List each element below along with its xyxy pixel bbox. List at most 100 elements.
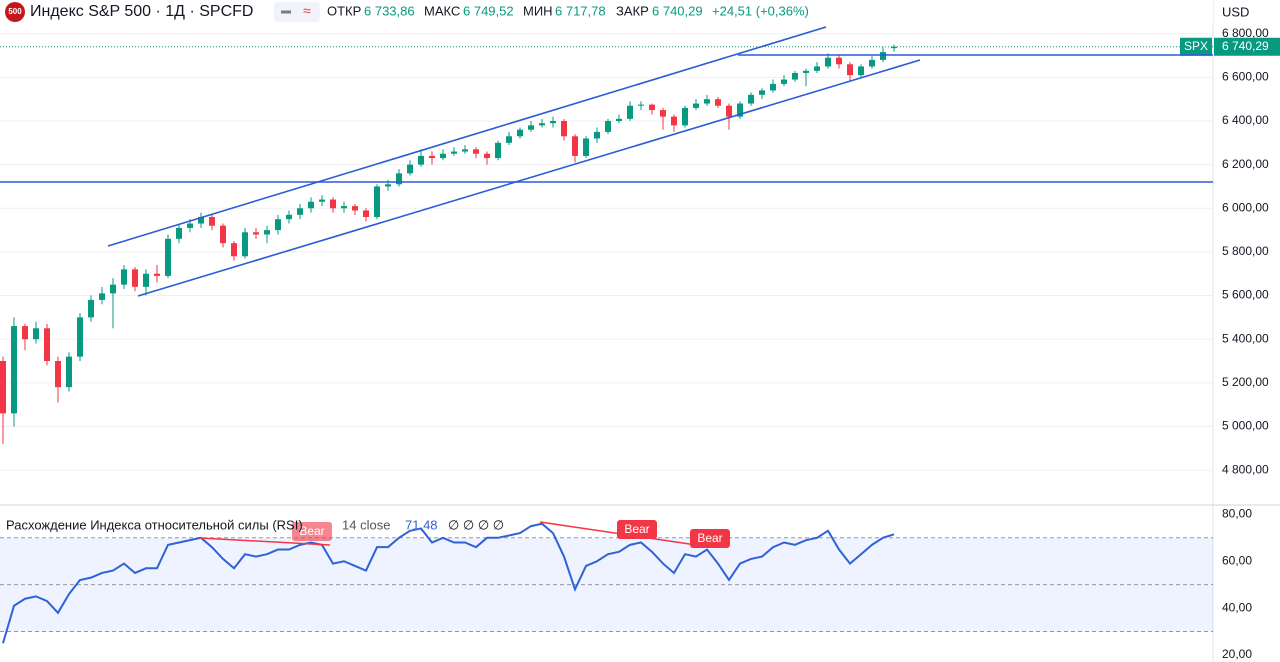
y-tick-label: 5 600,00 — [1222, 288, 1269, 302]
candle-body — [869, 59, 875, 67]
y-tick-label: 40,00 — [1222, 600, 1252, 614]
candle-body — [121, 269, 127, 285]
candle-body — [143, 273, 149, 287]
candle-body — [803, 70, 809, 73]
candle-body — [451, 151, 457, 154]
candle-body — [484, 153, 490, 159]
candle-body — [55, 361, 61, 388]
candle-body — [374, 186, 380, 217]
candle-body — [770, 83, 776, 91]
candle-body — [11, 326, 17, 414]
candle-body — [792, 73, 798, 80]
candle-body — [616, 118, 622, 121]
y-tick-label: 6 800,00 — [1222, 26, 1269, 40]
y-tick-label: 6 600,00 — [1222, 70, 1269, 84]
bear-text: Bear — [624, 522, 649, 536]
candle-body — [385, 184, 391, 187]
y-axis: 80,00 60,00 40,00 20,00 — [1222, 507, 1252, 662]
bear-label: Bear — [617, 520, 657, 539]
candle-body — [242, 232, 248, 257]
currency-button[interactable] — [1216, 2, 1276, 24]
y-axis: 6 800,00 6 600,00 6 400,00 6 200,00 6 000,00… — [1222, 26, 1269, 476]
candle-body — [154, 273, 160, 276]
logo — [5, 2, 25, 22]
candle-body — [660, 110, 666, 117]
divergence-line — [199, 537, 331, 546]
price-pane: 6 800,00 6 600,00 6 400,00 6 200,00 6 000,00… — [0, 26, 1280, 476]
last-price-text: 6 740,29 — [1222, 39, 1269, 53]
rsi-params: 14 close — [342, 517, 390, 532]
candle-body — [396, 173, 402, 185]
candle-body — [550, 121, 556, 124]
candle-body — [517, 129, 523, 137]
y-tick-label: 6 400,00 — [1222, 113, 1269, 127]
candle-body — [33, 328, 39, 340]
candle-body — [275, 219, 281, 231]
candle-body — [429, 155, 435, 159]
y-tick-label: 5 400,00 — [1222, 331, 1269, 345]
toggle[interactable] — [274, 2, 320, 22]
last-price-tag — [1214, 37, 1280, 56]
candle-body — [495, 142, 501, 159]
candle-body — [253, 232, 259, 235]
candle-body — [726, 105, 732, 117]
candle-body — [308, 201, 314, 209]
candle-body — [330, 199, 336, 209]
candle-body — [737, 103, 743, 117]
candle-body — [891, 46, 897, 49]
candle-body — [671, 116, 677, 126]
candle-body — [363, 210, 369, 217]
open-label: ОТКР — [327, 3, 361, 18]
rsi-line — [2, 522, 895, 644]
candle-body — [0, 361, 6, 414]
candle-body — [220, 225, 226, 244]
close-label: ЗАКР — [616, 3, 649, 18]
candle-body — [198, 217, 204, 224]
candle-body — [99, 293, 105, 300]
currency: USD — [1222, 4, 1249, 19]
candle-body — [880, 52, 886, 60]
candle-body — [418, 155, 424, 165]
candle-body — [528, 125, 534, 130]
candle-body — [231, 243, 237, 257]
candle-body — [583, 138, 589, 156]
rsi-pane: 80,00 60,00 40,00 20,00 — [0, 507, 1252, 662]
candle-body — [715, 99, 721, 106]
candle-body — [539, 123, 545, 126]
y-tick-label: 5 000,00 — [1222, 419, 1269, 433]
candle-body — [440, 153, 446, 159]
high-value: 6 749,52 — [463, 3, 514, 18]
candle-body — [627, 105, 633, 119]
change: +24,51 (+0,36%) — [712, 3, 809, 18]
candle-body — [264, 230, 270, 235]
channel-upper — [107, 26, 827, 247]
candle-body — [814, 66, 820, 71]
candle-body — [341, 206, 347, 209]
candle-body — [649, 104, 655, 111]
candle-body — [847, 64, 853, 76]
candle-body — [605, 121, 611, 132]
candle-body — [759, 90, 765, 95]
y-tick-label: 6 200,00 — [1222, 157, 1269, 171]
candle-body — [462, 149, 468, 152]
candle-body — [506, 136, 512, 143]
candle-body — [187, 223, 193, 228]
candle-body — [638, 104, 644, 106]
candle-body — [110, 284, 116, 294]
y-tick-label: 6 000,00 — [1222, 200, 1269, 214]
channel-lower — [137, 59, 921, 297]
y-tick-label: 60,00 — [1222, 553, 1252, 567]
candle-body — [88, 299, 94, 318]
candle-body — [352, 206, 358, 211]
y-tick-label: 5 200,00 — [1222, 375, 1269, 389]
candle-body — [704, 99, 710, 104]
toggle-icon: ≈ — [303, 3, 311, 19]
candle-body — [693, 103, 699, 108]
header-bg — [0, 0, 1213, 24]
candle-body — [176, 227, 182, 239]
candle-body — [473, 149, 479, 154]
y-tick-label: 5 800,00 — [1222, 244, 1269, 258]
candle-body — [66, 356, 72, 388]
open-value: 6 733,86 — [364, 3, 415, 18]
